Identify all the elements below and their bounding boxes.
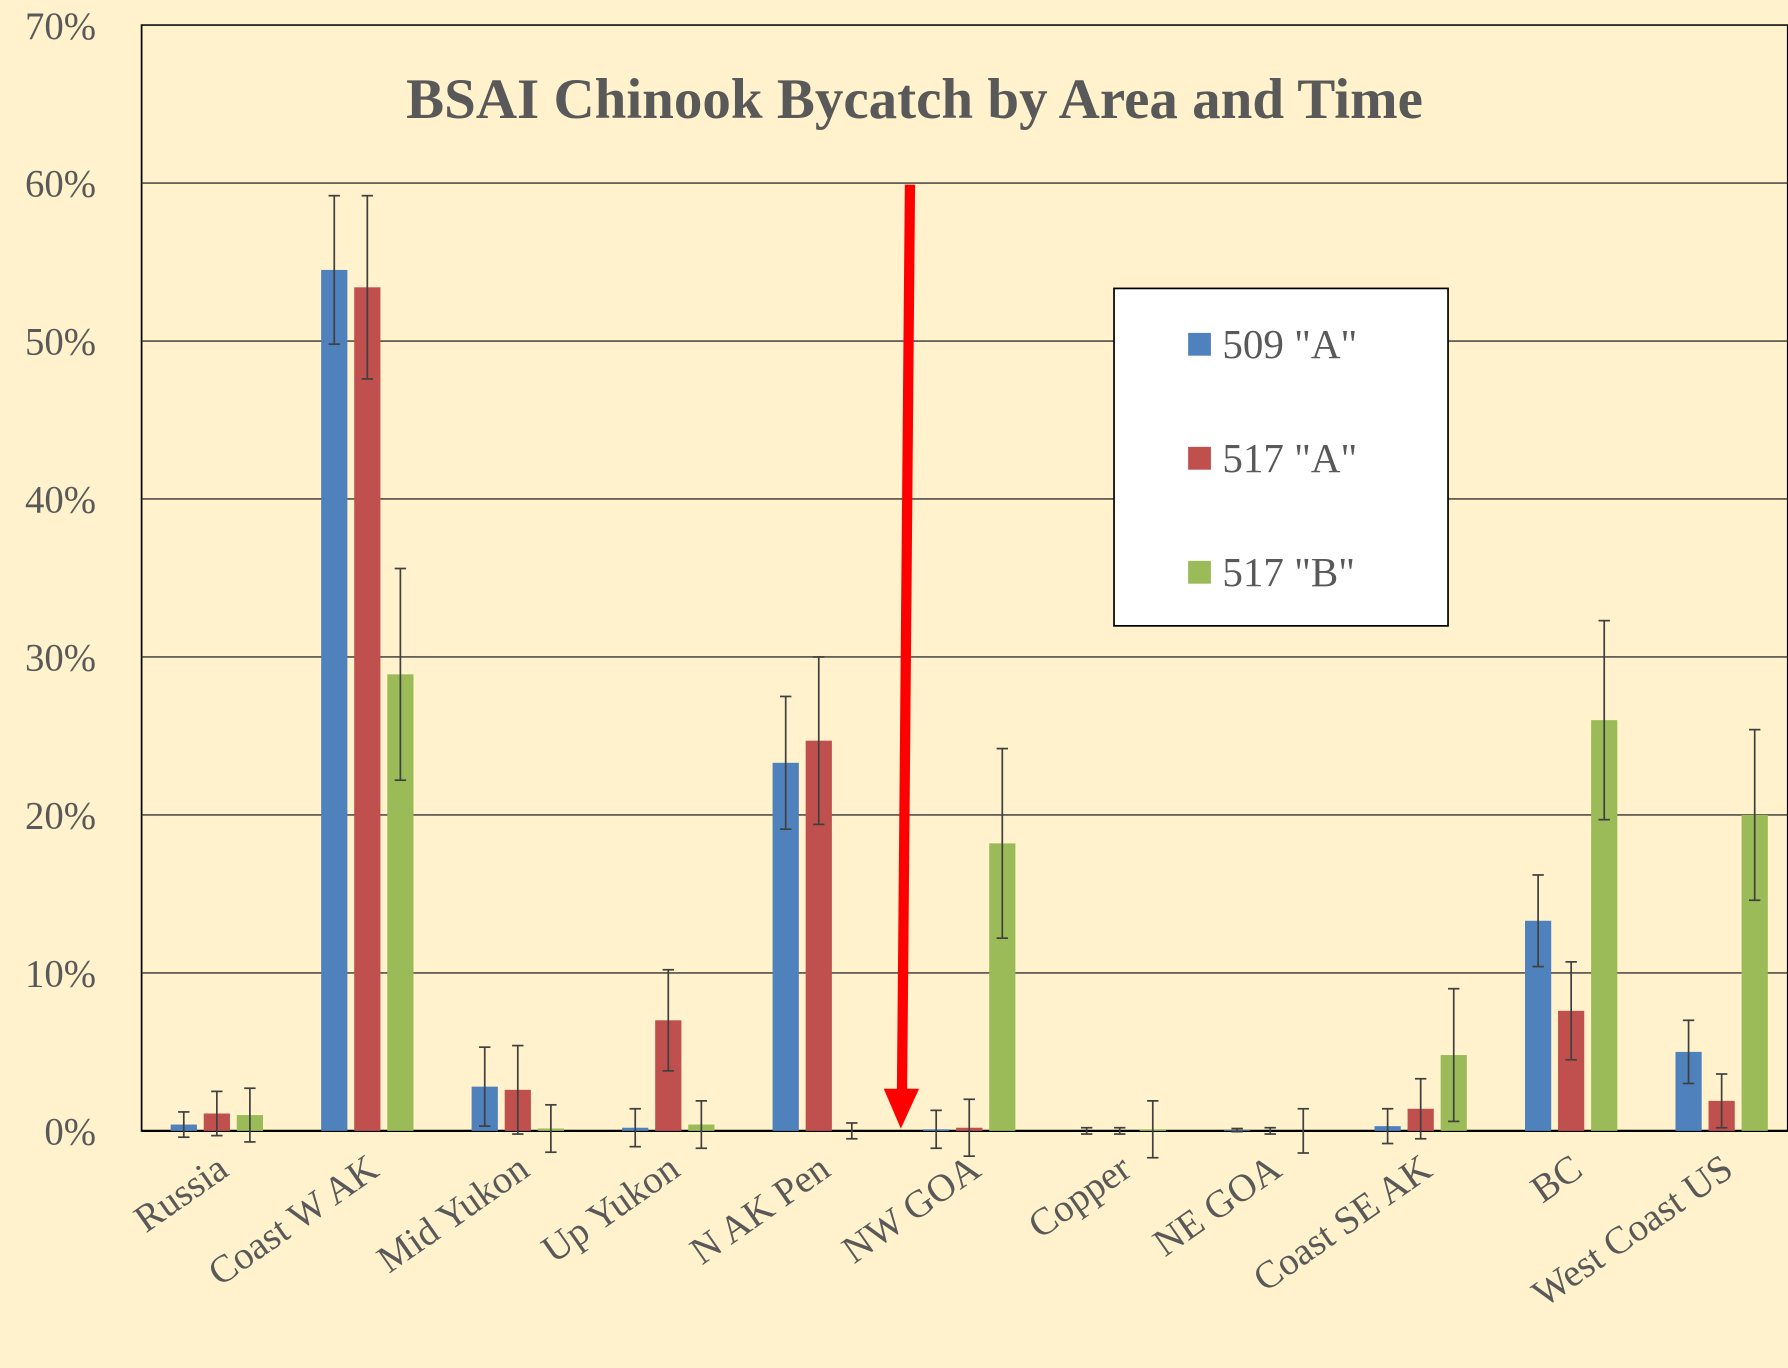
error-bar (1448, 987, 1460, 1123)
error-bar (813, 656, 825, 826)
error-bar (963, 1098, 975, 1158)
y-tick-label: 50% (25, 321, 96, 364)
error-bar (1598, 619, 1610, 821)
x-tick-label: NW GOA (834, 1146, 988, 1272)
error-bar (328, 194, 340, 346)
x-tick-label: Coast W AK (200, 1146, 386, 1294)
x-tick-label: N AK Pen (682, 1146, 837, 1273)
error-bar (846, 1122, 858, 1140)
x-tick-label: Russia (126, 1146, 235, 1241)
error-bar (930, 1109, 942, 1150)
error-bar (1748, 728, 1761, 902)
y-tick-label: 40% (25, 479, 96, 522)
legend-label: 517 "A" (1222, 435, 1357, 481)
error-bar (996, 747, 1008, 940)
error-bar (479, 1046, 491, 1127)
legend (1113, 287, 1449, 627)
error-bar (1565, 960, 1577, 1061)
legend-swatch (1188, 332, 1211, 356)
error-bar (1231, 1127, 1243, 1133)
error-bar (211, 1090, 223, 1137)
error-bar (512, 1044, 524, 1135)
error-bar (1414, 1077, 1427, 1140)
annotation-arrow (883, 184, 920, 1129)
legend-label: 517 "B" (1222, 549, 1355, 595)
error-bar (178, 1111, 190, 1139)
error-bar (1297, 1107, 1309, 1154)
error-bar (1715, 1073, 1728, 1129)
bar (354, 287, 381, 1131)
x-tick-label: NE GOA (1145, 1146, 1289, 1265)
error-bar (545, 1103, 557, 1154)
chart-title: BSAI Chinook Bycatch by Area and Time (406, 68, 1423, 131)
y-tick-label: 70% (25, 5, 96, 48)
legend-label: 509 "A" (1222, 321, 1357, 367)
plot-area (140, 24, 1788, 1132)
error-bar (629, 1107, 641, 1148)
y-tick-label: 20% (25, 795, 96, 838)
y-tick-label: 0% (44, 1111, 96, 1154)
x-tick-label: Mid Yukon (369, 1146, 536, 1281)
legend-items: 509 "A" 517 "A" 517 "B" (1188, 321, 1357, 595)
error-bar (1381, 1107, 1394, 1145)
error-bar (779, 695, 792, 831)
x-tick-label: BC (1523, 1146, 1590, 1211)
error-bar (1147, 1100, 1159, 1159)
error-bar (244, 1087, 256, 1143)
legend-swatch (1188, 560, 1211, 584)
error-bar (662, 968, 674, 1072)
error-bar (361, 194, 374, 380)
y-tick-label: 30% (25, 637, 96, 680)
error-bar (1264, 1126, 1276, 1135)
legend-swatch (1188, 446, 1211, 470)
bar (321, 269, 348, 1131)
error-bar (1682, 1019, 1695, 1085)
y-tick-label: 10% (25, 953, 96, 996)
x-tick-label: Copper (1020, 1146, 1138, 1247)
x-tick-label: Up Yukon (534, 1146, 687, 1271)
error-bar (1114, 1126, 1126, 1135)
error-bar (1532, 874, 1544, 968)
error-bar (1080, 1126, 1093, 1135)
error-bar (394, 567, 407, 782)
error-bar (695, 1100, 708, 1150)
y-tick-label: 60% (25, 163, 96, 206)
